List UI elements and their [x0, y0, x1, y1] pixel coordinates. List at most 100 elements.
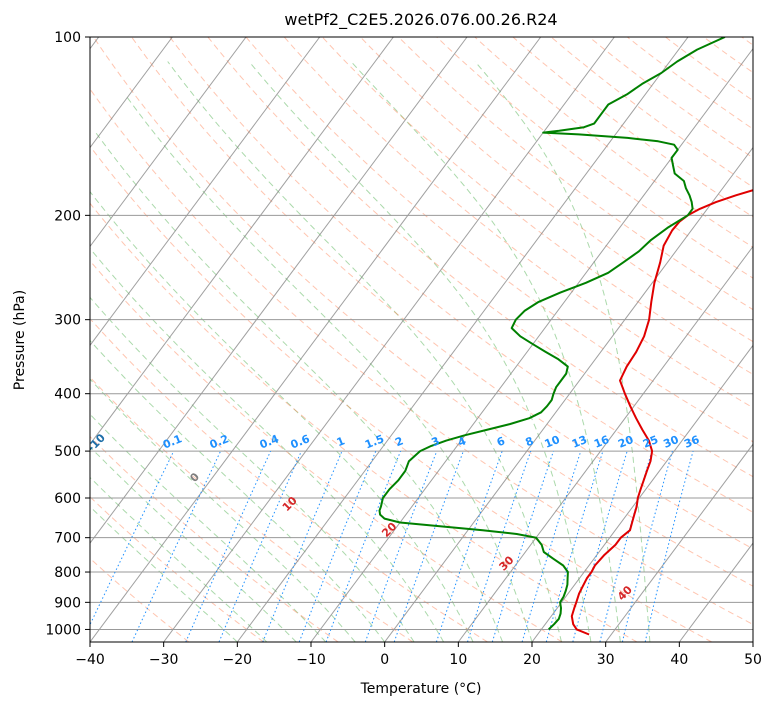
mixing-ratio-line [218, 450, 302, 642]
moist-adiabat-line [90, 190, 474, 642]
x-tick-label: 40 [670, 652, 688, 668]
moist-adiabats [90, 61, 651, 642]
mixing-ratio-line [491, 450, 554, 642]
temperature-trace [570, 189, 753, 636]
moist-adiabat-line [248, 61, 592, 642]
x-tick-label: 20 [523, 652, 541, 668]
mixing-ratio-line [325, 450, 402, 642]
isotherm-line [310, 47, 753, 642]
dry-adiabat-line [90, 202, 638, 642]
y-tick-label: 400 [54, 387, 81, 403]
dry-adiabats [90, 37, 753, 642]
isotherm-line [752, 641, 753, 642]
mixing-ratio-line [131, 450, 222, 642]
mixing-ratio-label: 30 [662, 433, 681, 451]
mixing-ratio-label: 0.2 [208, 432, 231, 451]
mixing-ratio-line [393, 450, 464, 642]
y-tick-label: 200 [54, 208, 81, 224]
dry-adiabat-line [169, 37, 753, 513]
mixing-ratio-line [435, 450, 503, 642]
mixing-ratio-label: 0.4 [258, 432, 281, 451]
mixing-ratio-line [621, 450, 673, 642]
dry-adiabat-line [90, 260, 563, 642]
x-axis-ticks: −40 −30 −20 −10 0 10 20 30 40 50 [75, 642, 762, 668]
y-tick-label: 1000 [45, 622, 81, 638]
sounding-traces [378, 37, 753, 636]
moist-adiabat-line [90, 505, 238, 642]
moist-adiabat-line [474, 61, 651, 642]
x-tick-label: 30 [597, 652, 615, 668]
isotherm-line [236, 37, 689, 642]
dry-adiabat-line [512, 37, 753, 218]
mixing-ratio-label: 1 [335, 434, 347, 449]
isotherm-line [163, 37, 615, 642]
isotherm-line [605, 443, 753, 642]
y-tick-label: 600 [54, 491, 81, 507]
dry-adiabat-line [321, 37, 753, 375]
mixing-ratio-line [262, 450, 343, 642]
mixing-ratio-label: 3 [429, 434, 441, 449]
mixing-ratio-line [185, 450, 272, 642]
dry-adiabat-line [360, 37, 753, 343]
dry-adiabat-label: 30 [497, 553, 517, 573]
mixing-ratio-line [572, 450, 628, 642]
dry-adiabat-line [207, 37, 753, 478]
y-axis-ticks: 1000 900 800 700 600 500 400 300 200 100 [45, 30, 90, 638]
dry-adiabat-line [90, 88, 753, 626]
y-tick-label: 800 [54, 565, 81, 581]
mixing-ratio-line [545, 450, 604, 642]
dry-adiabat-line [588, 37, 753, 159]
mixing-ratio-label: 8 [523, 434, 535, 449]
dry-adiabat-label: 10 [280, 494, 300, 514]
isotherm-line [90, 37, 173, 149]
moist-adiabat-line [90, 413, 327, 642]
x-axis-label: Temperature (°C) [360, 681, 482, 697]
mixing-ratio-lines [90, 450, 694, 642]
dry-adiabat-line [90, 376, 414, 642]
mixing-ratio-label: 4 [456, 434, 468, 449]
moist-adiabat-line [90, 446, 297, 642]
mixing-ratio-label: 25 [641, 433, 660, 451]
isotherm-line [90, 37, 321, 347]
moist-adiabat-line [124, 94, 533, 642]
y-tick-label: 700 [54, 531, 81, 547]
dry-adiabat-line [93, 37, 753, 587]
mixing-ratio-line [90, 450, 175, 626]
mixing-ratio-label: 10 [543, 433, 562, 451]
moist-adiabat-line [90, 296, 415, 642]
isotherm-line [457, 245, 753, 642]
dewpoint-trace [378, 37, 726, 631]
x-tick-label: −40 [75, 652, 105, 668]
y-axis-label: Pressure (hPa) [12, 290, 28, 390]
dry-adiabat-line [131, 37, 753, 550]
isotherm-line [531, 344, 753, 642]
y-tick-label: 500 [54, 444, 81, 460]
dry-adiabat-line [90, 496, 264, 642]
mixing-ratio-label: 1.5 [363, 432, 386, 451]
dry-adiabat-label: 0 [187, 470, 202, 485]
x-tick-label: −30 [149, 652, 179, 668]
dry-adiabat-line [90, 317, 488, 642]
moist-adiabat-line [90, 476, 268, 642]
dry-adiabat-line [474, 37, 753, 248]
dry-adiabat-label: -20 [0, 403, 23, 426]
dry-adiabat-line [665, 37, 753, 102]
plot-area: -100-90-80-70-60-50-40-30-20-10010203040… [0, 37, 753, 642]
y-tick-label: 300 [54, 313, 81, 329]
isotherm-line [90, 37, 394, 446]
x-tick-label: −10 [296, 652, 326, 668]
moist-adiabat-line [90, 378, 356, 642]
chart-title: wetPf2_C2E5.2026.076.00.26.R24 [284, 10, 557, 30]
moist-adiabat-line [90, 339, 386, 642]
isotherm-line [90, 37, 247, 248]
isotherm-line [90, 37, 542, 642]
y-tick-label: 900 [54, 595, 81, 611]
isobar-gridlines [90, 37, 753, 630]
plot-frame [89, 36, 754, 643]
dry-adiabat-line [398, 37, 753, 311]
y-tick-label: 100 [54, 30, 81, 46]
moist-adiabat-line [350, 61, 621, 642]
mixing-ratio-line [644, 450, 694, 642]
x-tick-label: 50 [744, 652, 762, 668]
